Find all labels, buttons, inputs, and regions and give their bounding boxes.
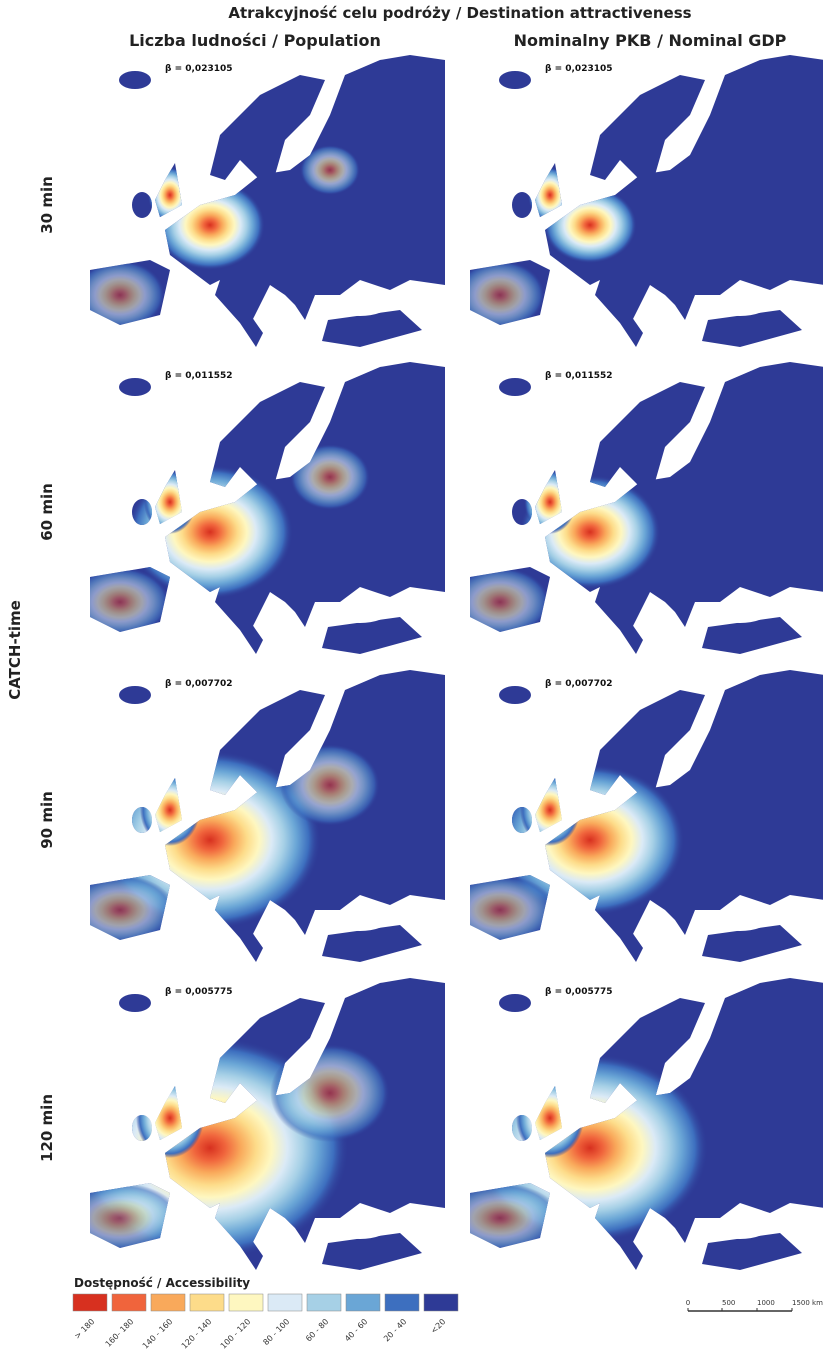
hotspot bbox=[455, 260, 545, 330]
beta-label: β = 0,007702 bbox=[545, 679, 613, 689]
hotspot bbox=[520, 774, 580, 846]
legend-label: 80 - 100 bbox=[261, 1317, 291, 1347]
scale-label: 1000 bbox=[757, 1299, 775, 1307]
hotspot bbox=[270, 1044, 390, 1142]
black-sea bbox=[712, 601, 768, 623]
legend-swatch bbox=[151, 1294, 185, 1311]
accessibility-surface bbox=[440, 1054, 708, 1253]
map-panel: β = 0,005775 bbox=[440, 978, 823, 1278]
map-panel: β = 0,005775 bbox=[60, 978, 445, 1278]
legend-swatch bbox=[190, 1294, 224, 1311]
legend-label: 40 - 60 bbox=[343, 1317, 369, 1343]
hotspot bbox=[516, 1078, 584, 1158]
legend-swatch bbox=[268, 1294, 302, 1311]
hotspot bbox=[144, 470, 196, 534]
legend-label: 100 - 120 bbox=[219, 1317, 253, 1351]
legend-swatch bbox=[346, 1294, 380, 1311]
column-header: Liczba ludności / Population bbox=[129, 31, 381, 50]
hotspot bbox=[148, 167, 192, 223]
legend-label: 60 - 80 bbox=[304, 1317, 330, 1343]
beta-label: β = 0,005775 bbox=[165, 987, 233, 997]
legend-label: 20 - 40 bbox=[382, 1317, 408, 1343]
black-sea bbox=[332, 1217, 388, 1239]
figure: Atrakcyjność celu podróży / Destination … bbox=[0, 0, 823, 1351]
map-panel: β = 0,023105 bbox=[60, 55, 445, 355]
hotspot bbox=[75, 260, 165, 330]
scale-label: 0 bbox=[686, 1299, 690, 1307]
beta-label: β = 0,023105 bbox=[545, 64, 613, 74]
legend-label: 160- 180 bbox=[104, 1317, 136, 1349]
row-label: 30 min bbox=[38, 176, 56, 234]
beta-label: β = 0,007702 bbox=[165, 679, 233, 689]
hotspot bbox=[65, 875, 175, 945]
scale-label: 1500 km bbox=[792, 1299, 823, 1307]
legend-label: <20 bbox=[429, 1317, 447, 1335]
beta-label: β = 0,011552 bbox=[165, 371, 233, 381]
map-panel: β = 0,011552 bbox=[60, 362, 445, 662]
hotspot bbox=[519, 475, 660, 589]
hotspot bbox=[60, 1183, 180, 1253]
accessibility-surface bbox=[445, 764, 684, 945]
page: {"title": "Atrakcyjność celu podróży / D… bbox=[0, 0, 823, 1351]
map-panel: β = 0,007702 bbox=[440, 670, 823, 970]
black-sea bbox=[332, 294, 388, 316]
legend-swatch bbox=[112, 1294, 146, 1311]
hotspot bbox=[445, 875, 555, 945]
legend-title: Dostępność / Accessibility bbox=[74, 1276, 250, 1290]
legend-swatch bbox=[73, 1294, 107, 1311]
map-panel: β = 0,011552 bbox=[440, 362, 823, 662]
row-label: 90 min bbox=[38, 791, 56, 849]
hotspot bbox=[140, 774, 200, 846]
beta-label: β = 0,005775 bbox=[545, 987, 613, 997]
hotspot bbox=[70, 567, 170, 637]
column-header: Nominalny PKB / Nominal GDP bbox=[514, 31, 787, 50]
black-sea bbox=[332, 601, 388, 623]
figure-title: Atrakcyjność celu podróży / Destination … bbox=[228, 4, 691, 22]
legend-swatch bbox=[229, 1294, 263, 1311]
hotspot bbox=[450, 567, 550, 637]
hotspot bbox=[528, 167, 572, 223]
hotspot bbox=[524, 470, 576, 534]
map-panel: β = 0,007702 bbox=[60, 670, 445, 970]
hotspot bbox=[280, 744, 380, 826]
black-sea bbox=[332, 909, 388, 931]
row-label: 120 min bbox=[38, 1094, 56, 1162]
row-axis-label: CATCH-time bbox=[6, 600, 24, 700]
hotspot bbox=[290, 444, 370, 510]
hotspot bbox=[300, 145, 360, 195]
beta-label: β = 0,023105 bbox=[165, 64, 233, 74]
black-sea bbox=[712, 1217, 768, 1239]
legend-swatch bbox=[385, 1294, 419, 1311]
hotspot bbox=[136, 1078, 204, 1158]
map-panel: β = 0,023105 bbox=[440, 55, 823, 355]
hotspot bbox=[440, 1183, 560, 1253]
legend-label: 120 - 140 bbox=[180, 1317, 214, 1351]
legend-swatch bbox=[424, 1294, 458, 1311]
black-sea bbox=[712, 909, 768, 931]
scale-label: 500 bbox=[722, 1299, 735, 1307]
black-sea bbox=[712, 294, 768, 316]
row-label: 60 min bbox=[38, 483, 56, 541]
beta-label: β = 0,011552 bbox=[545, 371, 613, 381]
legend-label: > 180 bbox=[73, 1317, 97, 1341]
legend-swatch bbox=[307, 1294, 341, 1311]
legend-label: 140 - 160 bbox=[141, 1317, 175, 1351]
